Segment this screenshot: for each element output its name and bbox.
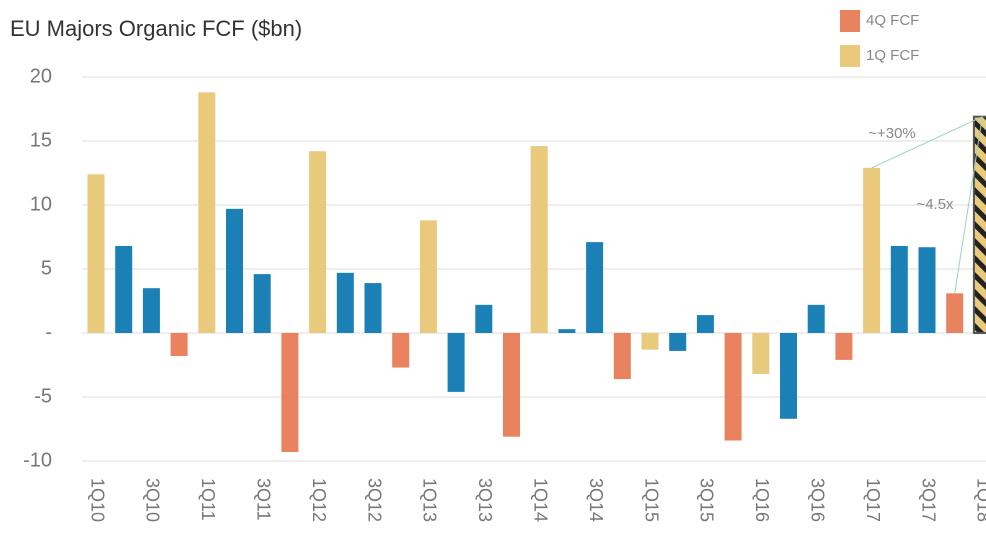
x-tick-label: 1Q14 bbox=[530, 478, 550, 522]
y-tick-label: 20 bbox=[30, 65, 52, 87]
y-tick-label: 5 bbox=[41, 257, 52, 279]
x-tick-label: 1Q15 bbox=[641, 478, 661, 522]
bar bbox=[309, 151, 327, 333]
bar bbox=[419, 220, 437, 333]
bar bbox=[613, 333, 631, 380]
bar bbox=[475, 304, 493, 333]
bar bbox=[558, 329, 576, 333]
x-tick-label: 1Q16 bbox=[752, 478, 772, 522]
y-tick-label: - bbox=[45, 321, 52, 343]
bar bbox=[807, 304, 825, 333]
x-tick-label: 1Q13 bbox=[420, 478, 440, 522]
x-tick-label: 3Q17 bbox=[918, 478, 938, 522]
y-tick-label: -5 bbox=[34, 385, 52, 407]
bar bbox=[918, 247, 936, 333]
bar bbox=[890, 245, 908, 333]
x-tick-label: 3Q15 bbox=[697, 478, 717, 522]
bar bbox=[972, 115, 986, 335]
annotation: ~+30% bbox=[868, 125, 916, 142]
bar bbox=[641, 333, 659, 350]
bar bbox=[336, 272, 354, 333]
bar bbox=[586, 242, 604, 333]
bar bbox=[724, 333, 742, 441]
bar bbox=[503, 333, 520, 437]
chart-title: EU Majors Organic FCF ($bn) bbox=[10, 16, 302, 41]
bar bbox=[170, 333, 188, 357]
bar bbox=[115, 245, 133, 333]
x-tick-label: 1Q12 bbox=[309, 478, 329, 522]
bar bbox=[669, 333, 687, 351]
x-tick-label: 1Q11 bbox=[198, 478, 218, 521]
legend-label: 4Q FCF bbox=[866, 12, 919, 29]
bar bbox=[392, 333, 410, 368]
x-tick-label: 3Q13 bbox=[475, 478, 495, 522]
bar bbox=[780, 333, 797, 419]
legend-label: 1Q FCF bbox=[866, 47, 919, 64]
legend-swatch bbox=[840, 10, 860, 32]
y-tick-label: 10 bbox=[30, 193, 52, 215]
legend-swatch bbox=[840, 45, 860, 67]
bar bbox=[530, 146, 548, 333]
bar bbox=[447, 333, 465, 392]
x-tick-label: 3Q14 bbox=[586, 478, 606, 522]
bar bbox=[281, 333, 299, 453]
annotation: ~4.5x bbox=[916, 196, 954, 213]
bar bbox=[226, 208, 243, 333]
x-tick-label: 3Q11 bbox=[253, 478, 273, 521]
y-tick-label: -10 bbox=[23, 449, 52, 471]
bar bbox=[946, 293, 964, 333]
bar bbox=[253, 274, 271, 333]
x-tick-label: 3Q12 bbox=[364, 478, 384, 522]
bar bbox=[198, 92, 216, 333]
y-tick-label: 15 bbox=[30, 129, 52, 151]
x-tick-label: 1Q18 bbox=[974, 478, 986, 522]
bar bbox=[142, 288, 160, 333]
bar bbox=[863, 167, 881, 333]
bar bbox=[364, 283, 382, 333]
bar bbox=[752, 333, 770, 374]
x-tick-label: 1Q17 bbox=[863, 478, 883, 522]
bar bbox=[696, 315, 714, 333]
bar bbox=[87, 174, 105, 333]
x-tick-label: 3Q10 bbox=[143, 478, 163, 522]
annotation-line bbox=[954, 116, 983, 294]
bar bbox=[835, 333, 853, 360]
x-tick-label: 3Q16 bbox=[807, 478, 827, 522]
x-tick-label: 1Q10 bbox=[87, 478, 107, 522]
annotation-line bbox=[871, 116, 983, 169]
